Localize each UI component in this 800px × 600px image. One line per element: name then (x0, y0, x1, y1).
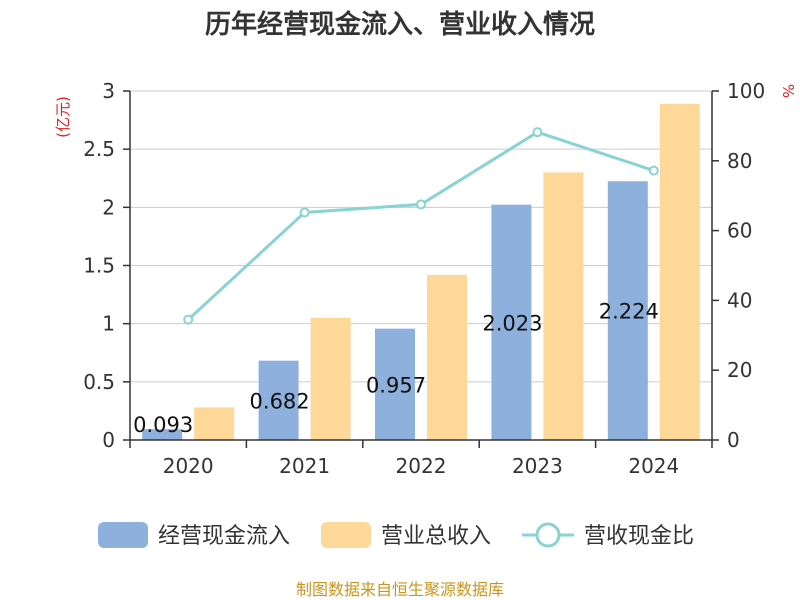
bar-revenue (543, 172, 584, 440)
left-axis-tick-label: 0.5 (83, 370, 115, 394)
x-axis-tick-label: 2020 (163, 454, 214, 478)
right-axis-tick-label: 0 (727, 428, 740, 452)
right-axis-tick-label: 80 (727, 149, 752, 173)
legend-swatch-ratio-marker (535, 522, 561, 548)
bar-cash-inflow (142, 429, 183, 440)
legend: 经营现金流入 营业总收入 营收现金比 (98, 522, 694, 549)
data-label: 0.682 (250, 389, 310, 413)
right-axis-tick-label: 40 (727, 288, 752, 312)
source-note: 制图数据来自恒生聚源数据库 (296, 580, 504, 599)
bars (142, 103, 700, 441)
data-label: 0.093 (133, 413, 193, 437)
right-axis-tick-label: 100 (727, 79, 765, 103)
ratio-line (183, 127, 659, 325)
data-labels: 0.093 0.682 0.957 2.023 2.224 (133, 300, 659, 437)
legend-label-cash-inflow: 经营现金流入 (158, 524, 290, 549)
legend-swatch-cash-inflow (98, 522, 148, 548)
left-axis-tick-label: 1 (102, 312, 115, 336)
ratio-point (648, 165, 659, 176)
data-label: 2.224 (599, 300, 659, 324)
bar-cash-inflow (258, 360, 299, 440)
left-axis-unit: (亿元) (54, 96, 72, 138)
left-axis-tick-label: 2.5 (83, 137, 115, 161)
bar-cash-inflow (375, 328, 415, 440)
ratio-point (416, 199, 426, 210)
right-axis-tick-label: 20 (727, 358, 752, 382)
bar-revenue (659, 103, 700, 441)
ratio-point (532, 127, 543, 138)
x-axis-tick-label: 2023 (512, 454, 563, 478)
ratio-point (183, 314, 194, 325)
bar-revenue (427, 274, 467, 440)
legend-label-revenue: 营业总收入 (381, 524, 491, 549)
bar-revenue (310, 317, 351, 440)
axes: 0 0.5 1 1.5 2 2.5 3 0 20 40 60 80 100 2020 2021 2022 202… (83, 79, 765, 478)
chart-title: 历年经营现金流入、营业收入情况 (205, 9, 595, 40)
legend-swatch-revenue (321, 522, 371, 548)
bar-revenue (194, 407, 235, 440)
right-axis-unit: % (779, 84, 797, 98)
data-label: 0.957 (366, 373, 426, 397)
x-axis-tick-label: 2022 (396, 454, 447, 478)
left-axis-tick-label: 0 (102, 428, 115, 452)
left-axis-tick-label: 2 (102, 195, 115, 219)
data-label: 2.023 (482, 311, 542, 335)
ratio-point (299, 207, 310, 218)
right-axis-tick-label: 60 (727, 219, 752, 243)
legend-label-ratio: 营收现金比 (584, 524, 694, 549)
x-axis-tick-label: 2024 (628, 454, 679, 478)
left-axis-tick-label: 3 (102, 79, 115, 103)
bar-cash-inflow (607, 181, 648, 441)
bar-cash-inflow (491, 204, 532, 440)
ratio-line-path (187, 130, 655, 321)
x-axis-tick-label: 2021 (279, 454, 330, 478)
left-axis-tick-label: 1.5 (83, 254, 115, 278)
